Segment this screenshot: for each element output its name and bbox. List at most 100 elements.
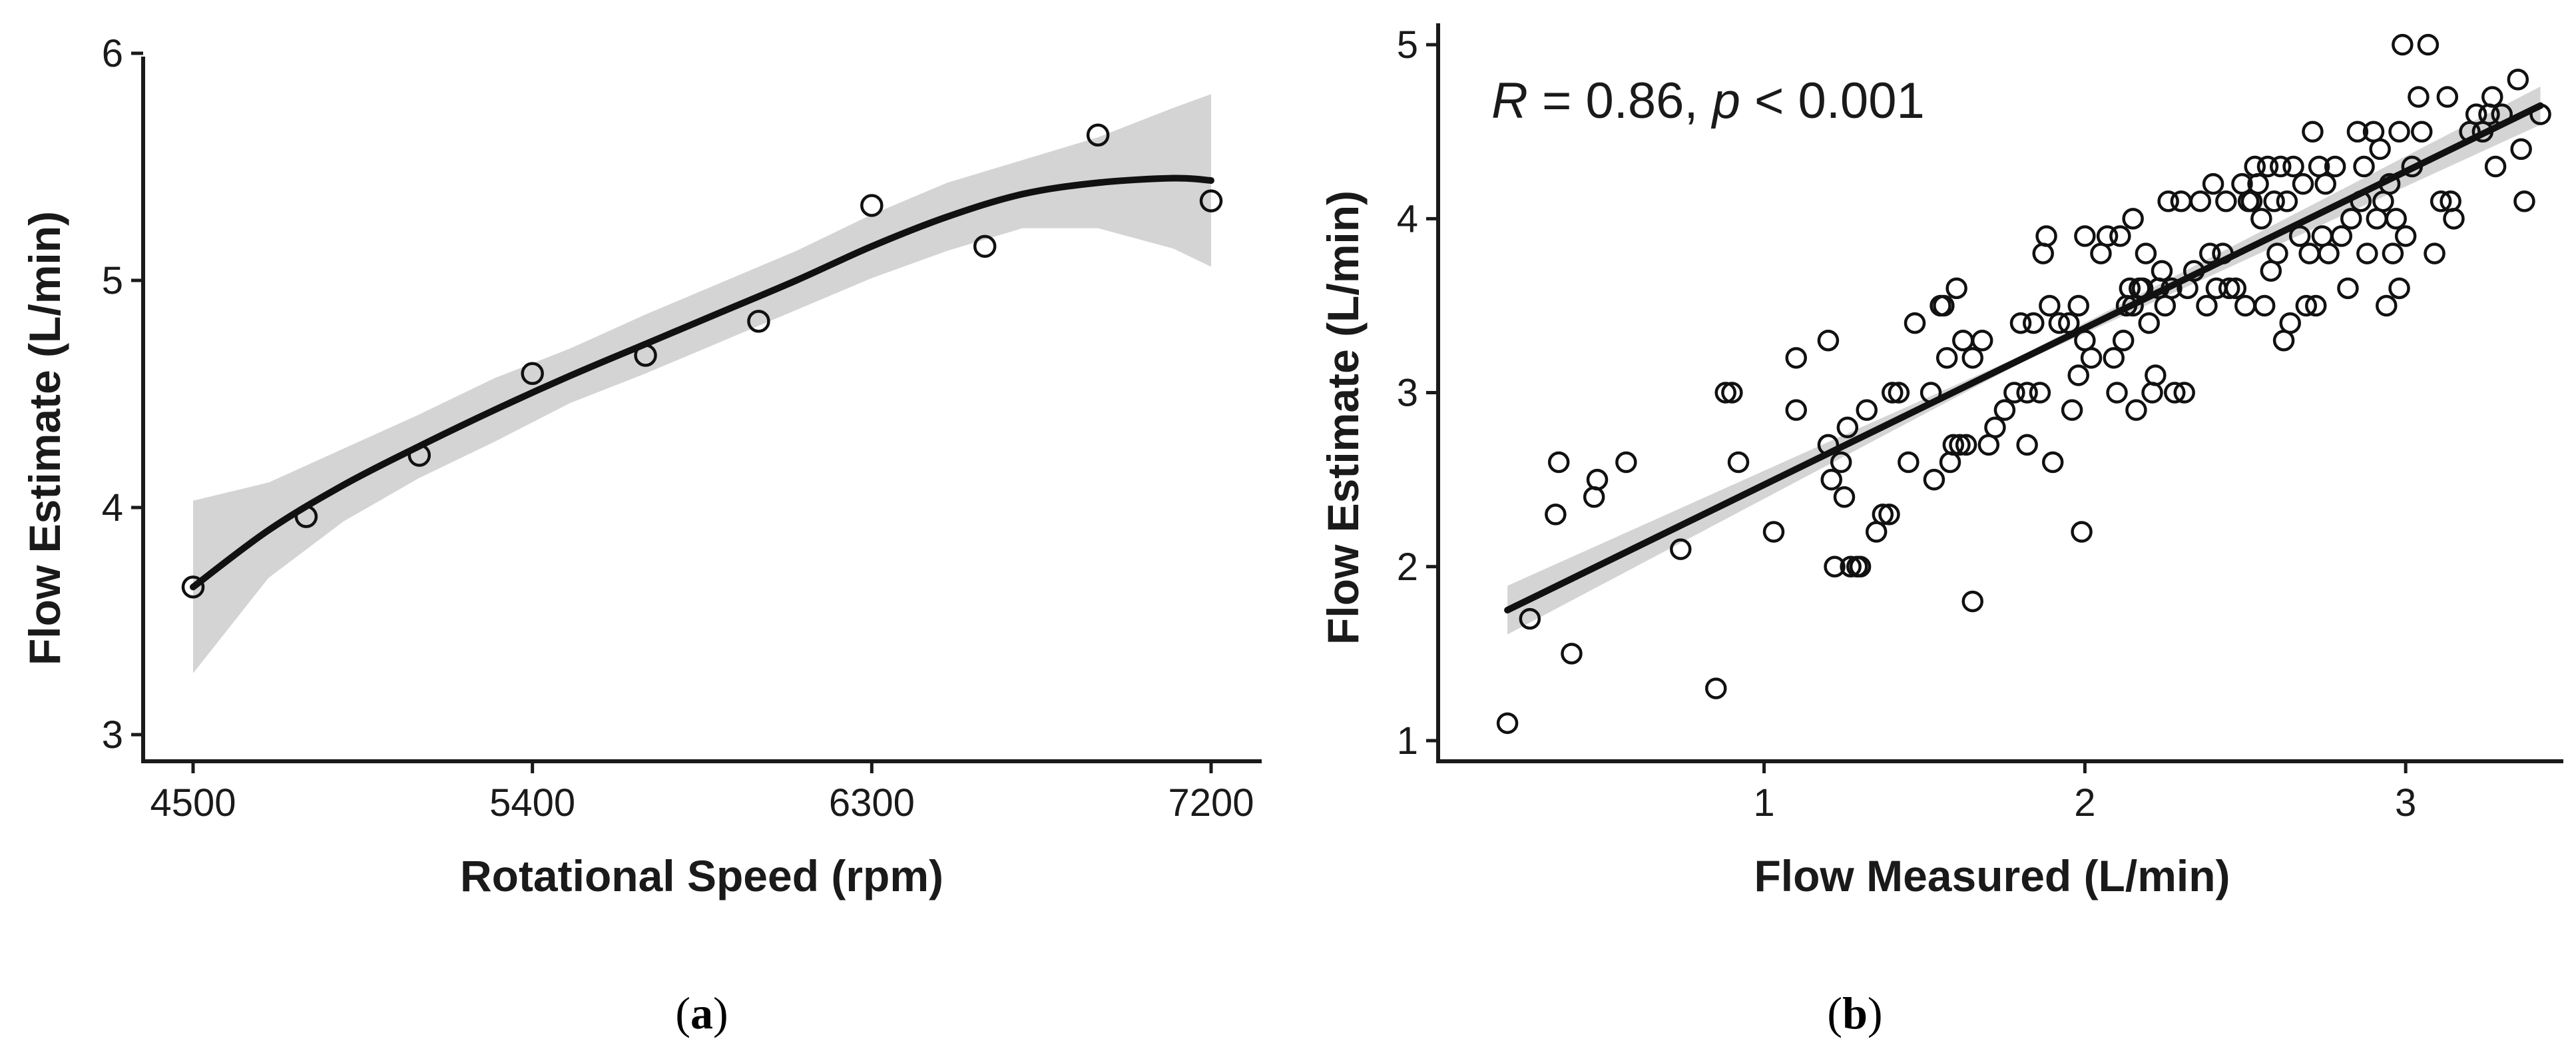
data-point	[2039, 294, 2061, 317]
data-point	[2279, 312, 2301, 334]
data-point	[2189, 190, 2212, 212]
panel-b-caption: (b)	[1827, 988, 1882, 1038]
data-point	[1583, 486, 1605, 508]
data-point	[2009, 312, 2032, 334]
data-point	[1705, 677, 1727, 699]
data-point	[2376, 294, 2398, 317]
data-point	[2513, 190, 2535, 212]
data-point	[1545, 504, 1567, 526]
data-point	[1086, 123, 1110, 147]
data-point	[2388, 121, 2410, 143]
data-point	[2417, 33, 2440, 56]
data-point	[2218, 277, 2240, 300]
data-point	[1820, 468, 1842, 491]
data-point	[1952, 329, 1974, 352]
data-point	[2035, 225, 2057, 247]
data-point	[521, 362, 544, 386]
data-point	[2061, 399, 2083, 421]
y-tick-label: 1	[1397, 719, 1418, 763]
data-point	[1547, 451, 1570, 474]
data-point	[2295, 294, 2318, 317]
fit-line	[190, 175, 1214, 591]
data-point	[1945, 277, 1967, 300]
data-point	[2173, 382, 2195, 404]
data-point	[2041, 451, 2064, 474]
data-point	[2067, 294, 2089, 317]
data-point	[2302, 121, 2324, 143]
data-point	[2250, 208, 2272, 230]
data-point	[2256, 155, 2279, 178]
data-point	[2266, 242, 2288, 264]
data-point	[2106, 382, 2128, 404]
panel-b-correlation-annotation: R = 0.86, p < 0.001	[1491, 73, 1925, 129]
data-point	[2071, 521, 2093, 543]
data-point	[1955, 434, 1977, 456]
data-point	[2356, 242, 2378, 264]
data-point	[2436, 86, 2459, 108]
data-point	[1923, 468, 1945, 491]
panel-a-y-axis-title: Flow Estimate (L/min)	[20, 211, 69, 665]
data-point	[2507, 69, 2529, 91]
y-tick-label: 6	[102, 32, 123, 75]
data-point	[2394, 225, 2417, 247]
data-point	[1519, 607, 1541, 630]
data-point	[1785, 347, 1807, 369]
data-point	[2109, 225, 2131, 247]
x-tick-label: 2	[2074, 781, 2095, 825]
data-point	[2305, 294, 2327, 317]
data-point	[2253, 294, 2276, 317]
data-point	[1984, 416, 2006, 439]
data-point	[2016, 434, 2038, 456]
data-point	[2074, 225, 2096, 247]
data-point	[747, 310, 770, 333]
data-point	[2481, 86, 2503, 108]
data-point	[2023, 312, 2045, 334]
data-point	[2080, 347, 2103, 369]
data-point	[1872, 504, 1894, 526]
data-point	[2369, 138, 2391, 161]
data-point	[1670, 538, 1692, 560]
data-point	[1898, 451, 1920, 474]
x-tick-label: 1	[1753, 781, 1774, 825]
data-point	[2003, 382, 2025, 404]
data-point	[2196, 294, 2218, 317]
data-point	[2510, 138, 2532, 161]
data-point	[2270, 155, 2292, 178]
data-point	[2388, 277, 2410, 300]
data-point	[2170, 190, 2192, 212]
data-point	[1840, 555, 1862, 577]
data-point	[2032, 242, 2054, 264]
data-point	[2314, 173, 2336, 195]
data-point	[2337, 277, 2359, 300]
data-point	[973, 234, 997, 258]
data-point	[1949, 434, 1971, 456]
data-point	[2385, 208, 2407, 230]
data-point	[2484, 155, 2507, 178]
data-point	[1199, 189, 1223, 212]
data-point	[2292, 173, 2314, 195]
data-point	[2424, 242, 2446, 264]
data-point	[1762, 521, 1785, 543]
data-point	[2122, 208, 2144, 230]
data-point	[2276, 190, 2298, 212]
data-point	[2353, 155, 2375, 178]
data-point	[2392, 33, 2414, 56]
data-point	[1824, 555, 1846, 577]
data-point	[1833, 486, 1856, 508]
data-point	[860, 194, 884, 217]
data-point	[2067, 364, 2089, 386]
data-point	[1933, 294, 1955, 317]
data-point	[2138, 312, 2160, 334]
y-tick-label: 5	[102, 259, 123, 302]
data-point	[2260, 260, 2282, 282]
confidence-band	[193, 94, 1211, 673]
data-point	[2311, 225, 2334, 247]
data-point	[2125, 399, 2147, 421]
data-point	[1865, 521, 1888, 543]
data-point	[1904, 312, 1926, 334]
y-tick-label: 3	[102, 713, 123, 757]
data-point	[2151, 260, 2173, 282]
data-point	[2029, 382, 2051, 404]
data-point	[2090, 242, 2112, 264]
data-point	[2272, 329, 2295, 352]
